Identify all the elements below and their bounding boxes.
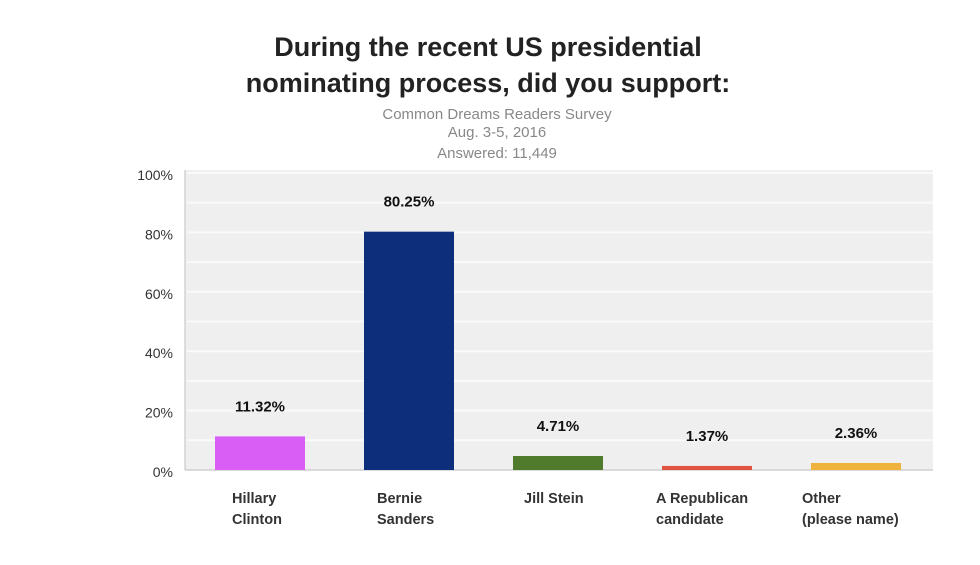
y-tick-label: 100% [137,167,173,183]
x-category-label: Bernie [377,491,422,507]
y-tick-label: 40% [145,345,173,361]
chart-title-line-1: During the recent US presidential [274,32,702,62]
y-tick-label: 20% [145,405,173,421]
x-category-label: Sanders [377,512,434,528]
x-category-label: Clinton [232,512,282,528]
x-category-label: Other [802,491,841,507]
bar [215,436,305,470]
data-label: 11.32% [235,398,285,415]
y-tick-label: 0% [153,464,173,480]
x-category-label: candidate [656,512,724,528]
x-category-label: A Republican [656,491,748,507]
data-label: 4.71% [537,418,580,435]
data-label: 1.37% [686,428,729,445]
x-category-label: (please name) [802,512,899,528]
chart-subtitle-date: Aug. 3-5, 2016 [448,124,546,141]
x-category-label: Hillary [232,491,276,507]
plot-area [185,170,933,470]
y-tick-label: 80% [145,226,173,242]
chart-subtitle-answered: Answered: 11,449 [437,145,557,162]
data-label: 2.36% [835,425,878,442]
bar [811,462,901,470]
bar [364,231,454,470]
chart-title-line-2: nominating process, did you support: [246,68,731,98]
chart-subtitle-survey: Common Dreams Readers Survey [382,106,612,123]
y-tick-label: 60% [145,286,173,302]
data-label: 80.25% [384,194,435,211]
bar [513,456,603,470]
bar [662,465,752,470]
x-category-label: Jill Stein [524,491,584,507]
